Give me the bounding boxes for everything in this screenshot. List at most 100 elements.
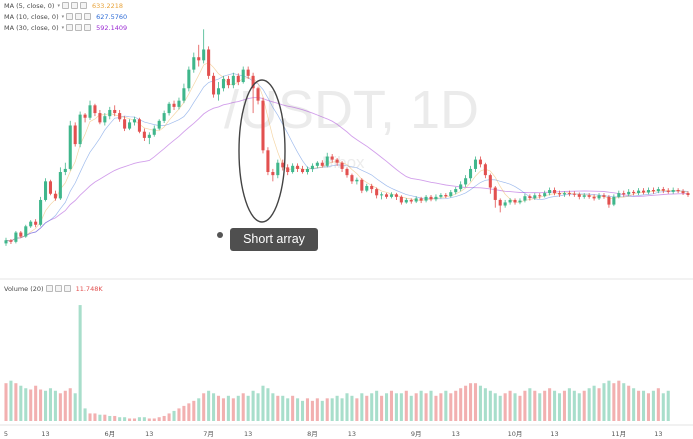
- candle: [478, 156, 482, 168]
- eye-icon[interactable]: [66, 24, 74, 31]
- volume-bar: [197, 398, 201, 421]
- candle: [281, 159, 285, 171]
- close-icon[interactable]: [84, 24, 92, 31]
- candle-body: [88, 105, 92, 118]
- settings-icon[interactable]: [75, 13, 83, 20]
- volume-bar: [187, 403, 191, 421]
- candle-body: [404, 199, 408, 203]
- candle-body: [271, 172, 275, 176]
- candle: [587, 193, 591, 199]
- candle: [488, 173, 492, 194]
- volume-bars: [4, 305, 670, 421]
- volume-bar: [246, 395, 250, 421]
- candle-body: [681, 191, 685, 194]
- legend-ma30-label: MA (30, close, 0): [4, 23, 59, 32]
- volume-bar: [103, 414, 107, 421]
- volume-bar: [24, 388, 28, 421]
- candle-body: [543, 193, 547, 197]
- volume-bar: [212, 393, 216, 421]
- candle-body: [83, 114, 87, 118]
- candle: [513, 198, 517, 205]
- candle-body: [622, 193, 626, 195]
- candle-body: [617, 193, 621, 197]
- volume-bar: [192, 400, 196, 421]
- candle: [320, 160, 324, 168]
- settings-icon[interactable]: [71, 2, 78, 9]
- volume-bar: [39, 389, 43, 421]
- candle-body: [330, 156, 334, 160]
- candle-body: [14, 232, 18, 242]
- candle-body: [498, 199, 502, 206]
- candle-body: [469, 168, 473, 179]
- candle: [167, 101, 171, 116]
- volume-bar: [142, 417, 146, 421]
- volume-bar: [340, 398, 344, 421]
- volume-bar: [365, 395, 369, 421]
- eye-icon[interactable]: [66, 13, 74, 20]
- settings-icon[interactable]: [54, 285, 62, 292]
- time-tick-label: 6月: [104, 430, 115, 438]
- candle: [493, 185, 497, 208]
- eye-icon[interactable]: [45, 285, 53, 292]
- eye-icon[interactable]: [62, 2, 69, 9]
- candle: [632, 190, 636, 196]
- volume-bar: [271, 393, 275, 421]
- candle-body: [483, 164, 487, 176]
- volume-bar: [108, 415, 112, 421]
- candle: [147, 132, 151, 145]
- candle: [261, 97, 265, 154]
- candle-body: [651, 190, 655, 192]
- candle-body: [409, 199, 413, 202]
- volume-bar: [543, 390, 547, 421]
- chevron-down-icon[interactable]: ▾: [57, 2, 60, 9]
- candle-body: [251, 75, 255, 89]
- volume-bar: [58, 393, 62, 421]
- candle: [68, 120, 72, 171]
- settings-icon[interactable]: [75, 24, 83, 31]
- volume-bar: [241, 393, 245, 421]
- volume-bar: [177, 408, 181, 421]
- close-icon[interactable]: [84, 13, 92, 20]
- candle-body: [305, 168, 309, 173]
- annotation-label[interactable]: Short array: [230, 228, 318, 251]
- close-icon[interactable]: [63, 285, 71, 292]
- candle: [113, 105, 117, 117]
- candle-body: [518, 200, 522, 203]
- volume-bar: [88, 413, 92, 421]
- volume-bar: [44, 390, 48, 421]
- candle: [449, 190, 453, 198]
- candle-body: [113, 109, 117, 114]
- candle: [78, 111, 82, 148]
- candle-body: [108, 109, 112, 117]
- candle-body: [676, 190, 680, 192]
- candle: [572, 191, 576, 197]
- candle-body: [637, 190, 641, 194]
- candle-body: [345, 168, 349, 176]
- candle: [483, 162, 487, 179]
- close-icon[interactable]: [80, 2, 87, 9]
- candle: [424, 194, 428, 203]
- candle-body: [142, 131, 146, 138]
- volume-bar: [276, 395, 280, 421]
- candle: [296, 163, 300, 173]
- candle-body: [167, 103, 171, 114]
- candle-body: [533, 195, 537, 199]
- chevron-down-icon[interactable]: ▾: [61, 24, 65, 31]
- volume-bar: [409, 395, 413, 421]
- volume-bar: [577, 393, 581, 421]
- candle: [429, 194, 433, 202]
- chevron-down-icon[interactable]: ▾: [61, 13, 65, 20]
- volume-bar: [632, 388, 636, 421]
- candle-body: [128, 122, 132, 129]
- candle-body: [394, 194, 398, 197]
- candle: [142, 128, 146, 141]
- volume-bar: [617, 380, 621, 421]
- candle-body: [315, 162, 319, 166]
- candle: [533, 193, 537, 200]
- candle: [98, 109, 102, 125]
- candle: [686, 191, 690, 197]
- volume-bar: [464, 385, 468, 421]
- volume-bar: [493, 393, 497, 421]
- candle: [291, 163, 295, 174]
